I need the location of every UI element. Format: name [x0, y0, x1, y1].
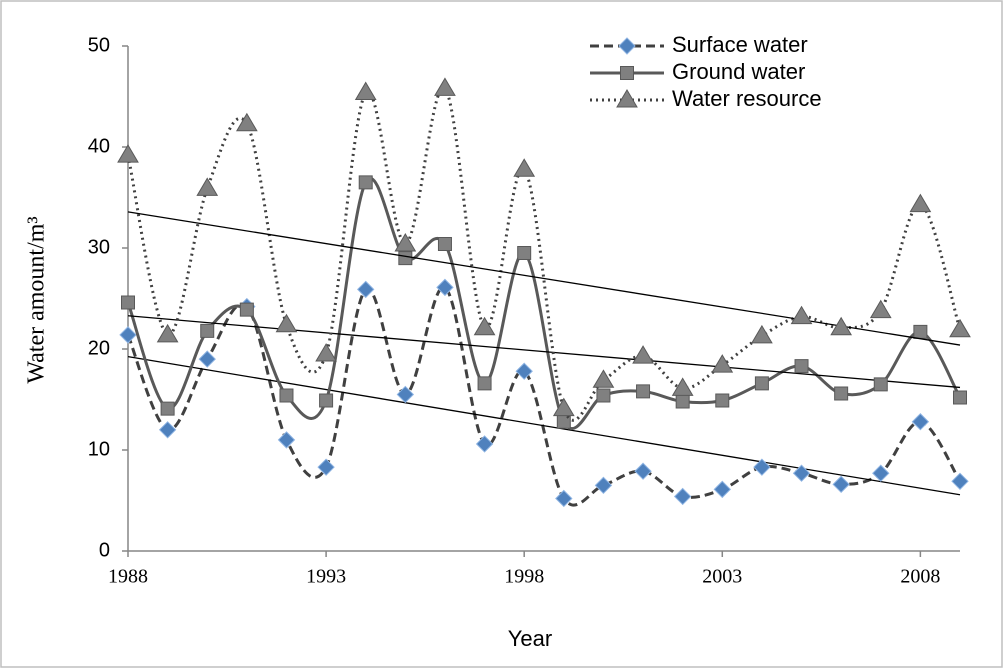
- x-tick-label: 2008: [900, 566, 940, 588]
- y-tick-label: 40: [88, 135, 110, 157]
- y-tick-label: 10: [88, 438, 110, 460]
- x-tick-label: 1998: [504, 566, 544, 588]
- data-point: [515, 362, 533, 380]
- data-point: [279, 388, 294, 403]
- data-point: [277, 431, 296, 449]
- data-point: [872, 464, 890, 482]
- data-point: [158, 421, 177, 439]
- data-point: [317, 458, 335, 476]
- data-point: [869, 299, 892, 319]
- data-point: [477, 376, 492, 391]
- y-tick-label: 30: [88, 236, 110, 258]
- legend-label: Ground water: [672, 59, 805, 84]
- y-tick-label: 50: [88, 34, 110, 56]
- data-point: [794, 359, 809, 374]
- data-point: [913, 324, 928, 339]
- data-point: [790, 305, 813, 325]
- data-point: [953, 390, 967, 405]
- data-point: [949, 318, 971, 338]
- data-point: [156, 323, 179, 343]
- data-point: [834, 386, 849, 401]
- data-point: [394, 232, 417, 252]
- data-point: [513, 158, 536, 177]
- y-tick-label: 20: [88, 337, 110, 359]
- trend-line: [127, 211, 961, 346]
- legend-marker: [616, 89, 638, 108]
- data-point: [911, 413, 930, 431]
- data-point: [517, 246, 532, 261]
- data-point: [119, 326, 137, 344]
- trend-line: [127, 356, 961, 496]
- data-point: [315, 343, 337, 362]
- x-tick-label: 1993: [306, 566, 346, 588]
- data-point: [552, 397, 575, 417]
- data-point: [873, 377, 888, 392]
- data-point: [398, 251, 413, 266]
- data-point: [592, 369, 615, 388]
- legend-marker: [618, 37, 636, 55]
- data-point: [473, 316, 496, 336]
- data-point: [200, 323, 215, 338]
- x-tick-label: 2003: [702, 566, 742, 588]
- data-point: [715, 393, 730, 408]
- data-point: [357, 280, 375, 299]
- data-point: [671, 377, 694, 396]
- data-point: [555, 489, 573, 508]
- data-point: [832, 475, 850, 494]
- data-point: [632, 345, 654, 364]
- legend-label: Water resource: [672, 86, 822, 111]
- data-point: [792, 464, 811, 482]
- data-point: [634, 462, 652, 480]
- data-point: [198, 350, 216, 368]
- data-point: [675, 394, 690, 409]
- data-point: [753, 458, 771, 476]
- data-point: [951, 472, 969, 491]
- data-point: [751, 324, 773, 344]
- data-point: [235, 112, 258, 132]
- y-axis-label: Water amount/m³: [24, 216, 50, 383]
- data-point: [711, 354, 734, 373]
- data-point: [434, 77, 456, 96]
- y-tick-label: 0: [99, 539, 110, 561]
- legend-marker: [620, 66, 634, 80]
- data-point: [475, 435, 494, 453]
- data-point: [596, 388, 611, 403]
- data-point: [275, 313, 298, 333]
- data-point: [196, 177, 219, 196]
- data-point: [636, 384, 651, 399]
- series-line: [126, 86, 962, 422]
- data-point: [594, 476, 613, 495]
- data-point: [117, 144, 139, 163]
- x-axis-label: Year: [508, 626, 552, 651]
- data-point: [121, 295, 135, 310]
- x-tick-label: 1988: [108, 566, 148, 588]
- data-point: [436, 278, 454, 297]
- data-point: [713, 480, 731, 499]
- data-point: [396, 385, 415, 404]
- data-point: [437, 236, 452, 251]
- data-point: [754, 376, 769, 391]
- data-point: [673, 487, 692, 506]
- data-point: [319, 393, 334, 408]
- data-point: [830, 316, 853, 336]
- data-point: [354, 81, 377, 100]
- trend-line: [127, 315, 961, 389]
- data-point: [160, 401, 175, 416]
- data-point: [358, 175, 373, 190]
- data-point: [239, 302, 254, 317]
- legend-label: Surface water: [672, 32, 808, 57]
- data-point: [909, 193, 932, 213]
